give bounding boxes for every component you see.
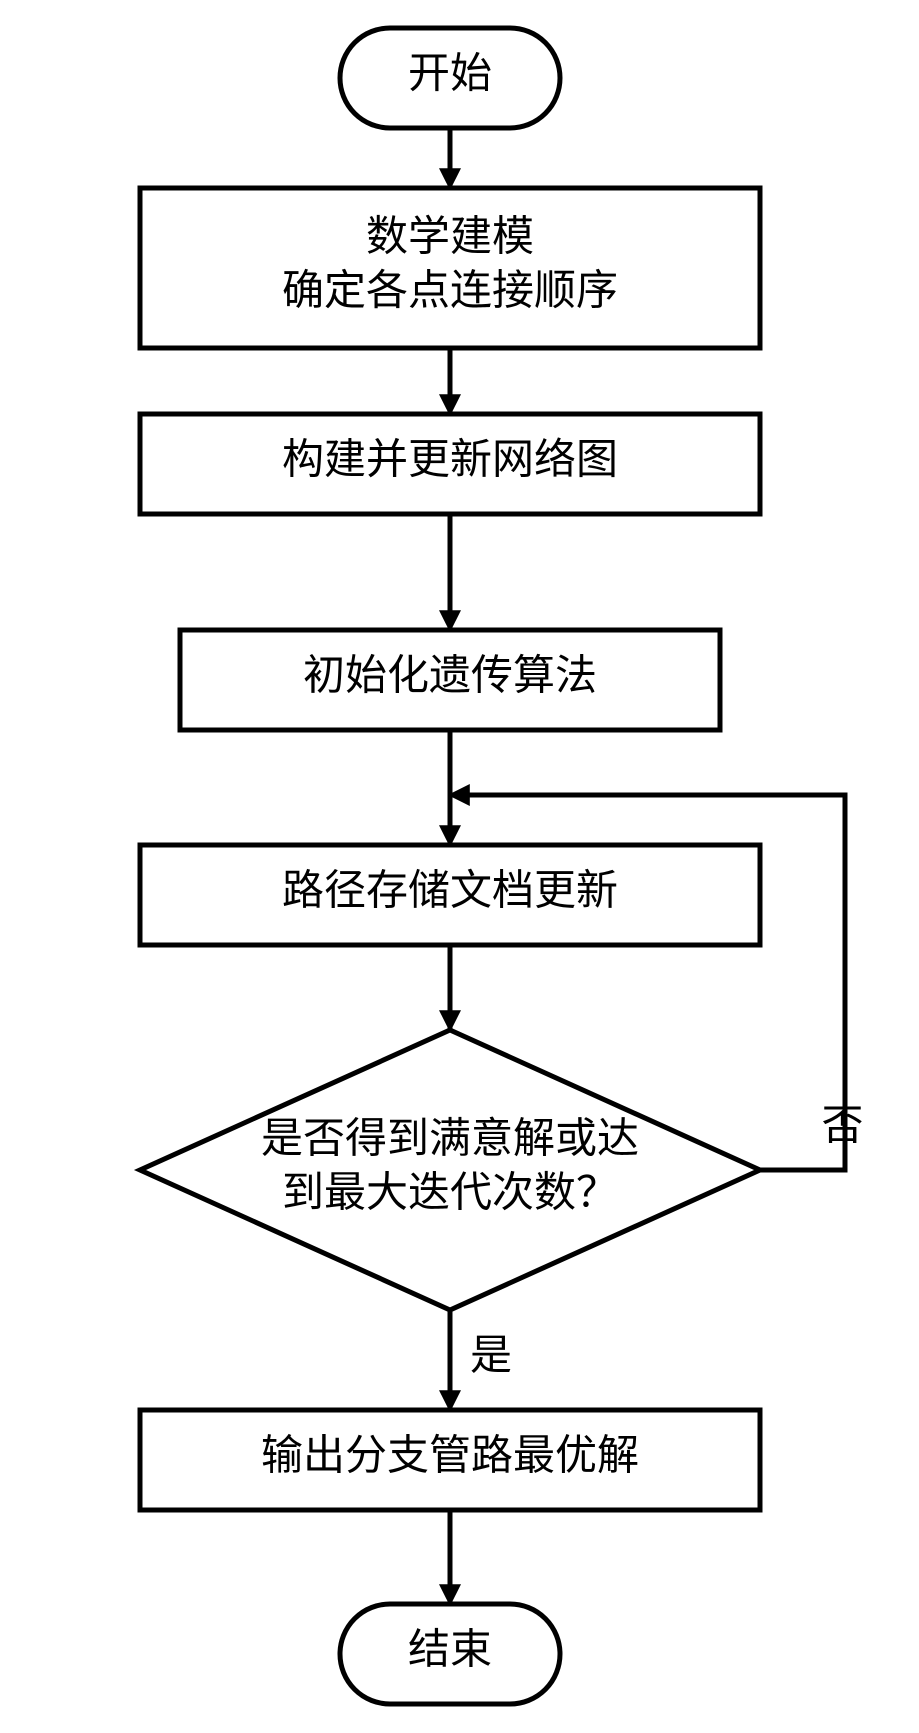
node-decision-text: 到最大迭代次数？ xyxy=(282,1171,618,1217)
node-end: 结束 xyxy=(340,1604,560,1704)
node-output-text: 输出分支管路最优解 xyxy=(261,1434,639,1480)
node-start: 开始 xyxy=(340,28,560,128)
node-decision: 是否得到满意解或达到最大迭代次数？ xyxy=(140,1030,760,1310)
node-end-text: 结束 xyxy=(408,1628,492,1674)
node-init_ga: 初始化遗传算法 xyxy=(180,630,720,730)
node-decision-text: 是否得到满意解或达 xyxy=(261,1116,639,1163)
edge-label-decision-output: 是 xyxy=(470,1334,512,1380)
node-update_doc-text: 路径存储文档更新 xyxy=(282,868,618,915)
flowchart-svg: 是否开始数学建模确定各点连接顺序构建并更新网络图初始化遗传算法路径存储文档更新是… xyxy=(0,0,919,1733)
node-model-text: 确定各点连接顺序 xyxy=(282,268,618,315)
node-start-text: 开始 xyxy=(408,52,492,98)
node-update_doc: 路径存储文档更新 xyxy=(140,845,760,945)
node-model: 数学建模确定各点连接顺序 xyxy=(140,188,760,348)
node-build_net: 构建并更新网络图 xyxy=(140,414,760,514)
node-model-text: 数学建模 xyxy=(366,214,534,261)
node-output: 输出分支管路最优解 xyxy=(140,1410,760,1510)
node-build_net-text: 构建并更新网络图 xyxy=(282,437,618,484)
edge-label-decision-update_doc: 否 xyxy=(821,1104,863,1150)
node-init_ga-text: 初始化遗传算法 xyxy=(303,654,597,700)
